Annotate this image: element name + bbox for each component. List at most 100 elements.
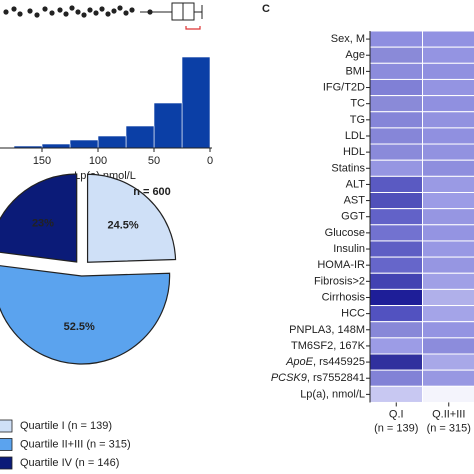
heatmap-cell bbox=[422, 143, 474, 161]
heatmap-cell bbox=[422, 111, 474, 129]
row-label-text: HDL bbox=[343, 146, 365, 158]
row-label-text: LDL bbox=[345, 130, 365, 142]
heatmap-cell bbox=[369, 385, 423, 403]
row-label-text: Fibrosis>2 bbox=[314, 275, 365, 287]
heatmap-cell bbox=[369, 78, 423, 97]
legend-swatch bbox=[0, 438, 13, 451]
x-tick-label: 100 bbox=[89, 155, 107, 167]
heatmap-cell bbox=[369, 353, 423, 371]
row-label-text: Lp(a), nmol/L bbox=[300, 388, 365, 400]
row-label-gene: PCSK9 bbox=[271, 372, 307, 384]
x-tick-label: 150 bbox=[33, 155, 51, 167]
row-label: TM6SF2, 167K bbox=[291, 340, 366, 352]
legend-label: Quartile I (n = 139) bbox=[20, 420, 112, 432]
row-label-text: TC bbox=[350, 98, 365, 110]
heatmap-cell bbox=[369, 192, 423, 210]
legend-swatch bbox=[0, 456, 13, 470]
row-label-text: TM6SF2, 167K bbox=[291, 340, 366, 352]
heatmap-cell bbox=[369, 111, 423, 129]
row-label: HOMA-IR bbox=[317, 259, 365, 271]
pie-slice bbox=[86, 173, 177, 263]
heatmap-cell bbox=[422, 385, 474, 403]
slice-label: 23% bbox=[32, 218, 54, 230]
pie-slice bbox=[0, 265, 171, 365]
heatmap-cell bbox=[422, 353, 474, 371]
panel-label: C bbox=[262, 3, 270, 15]
row-label: Age bbox=[345, 49, 365, 61]
column-subtitle: (n = 139) bbox=[374, 422, 418, 434]
row-label: Cirrhosis bbox=[322, 291, 366, 303]
row-label: Sex, M bbox=[331, 33, 365, 45]
heatmap-cell bbox=[422, 46, 474, 64]
row-label: GGT bbox=[341, 211, 365, 223]
column-subtitle: (n = 315) bbox=[427, 422, 471, 434]
row-label: ApoE, rs445925 bbox=[285, 356, 365, 368]
heatmap-cell bbox=[369, 175, 423, 194]
row-label: IFG/T2D bbox=[323, 81, 365, 93]
heatmap-cell bbox=[369, 224, 423, 242]
heatmap-cell bbox=[422, 256, 474, 274]
row-label-text: Statins bbox=[331, 162, 365, 174]
row-label: HCC bbox=[341, 308, 365, 320]
histogram-bar bbox=[97, 135, 127, 149]
row-label-text: TG bbox=[350, 114, 365, 126]
row-label-text: Sex, M bbox=[331, 33, 365, 45]
heatmap-cell bbox=[369, 143, 423, 161]
pie-title: n = 600 bbox=[133, 186, 171, 198]
histogram-bar bbox=[181, 56, 211, 149]
heatmap-cell bbox=[422, 369, 474, 387]
row-label-text: GGT bbox=[341, 211, 365, 223]
row-label-text: AST bbox=[344, 194, 366, 206]
heatmap-cell bbox=[369, 337, 423, 355]
heatmap-cell bbox=[422, 175, 474, 194]
heatmap-cell bbox=[422, 62, 474, 80]
row-label-text: HOMA-IR bbox=[317, 259, 365, 271]
heatmap-cell bbox=[369, 159, 423, 177]
row-label: BMI bbox=[345, 65, 365, 77]
heatmap-cell bbox=[369, 95, 423, 113]
row-label-text: , rs7552841 bbox=[307, 372, 365, 384]
histogram-bar bbox=[41, 143, 71, 149]
pie-slice bbox=[0, 173, 78, 263]
heatmap-cell bbox=[422, 208, 474, 226]
row-label: TG bbox=[350, 114, 365, 126]
row-label: TC bbox=[350, 98, 365, 110]
row-label: LDL bbox=[345, 130, 365, 142]
row-label-text: Age bbox=[345, 49, 365, 61]
heatmap-cell bbox=[422, 305, 474, 323]
heatmap-cell bbox=[422, 78, 474, 97]
heatmap-cell bbox=[422, 337, 474, 355]
heatmap-cell bbox=[422, 95, 474, 113]
column-label: Q.I bbox=[389, 408, 404, 420]
row-label-gene: ApoE bbox=[285, 356, 314, 368]
heatmap-cell bbox=[422, 240, 474, 258]
heatmap-cell bbox=[422, 30, 474, 48]
row-label: Glucose bbox=[325, 227, 365, 239]
legend-label: Quartile IV (n = 146) bbox=[20, 457, 119, 469]
row-label: Statins bbox=[331, 162, 365, 174]
row-label-text: Cirrhosis bbox=[322, 291, 366, 303]
row-label-text: PNPLA3, 148M bbox=[289, 324, 365, 336]
row-label: PCSK9, rs7552841 bbox=[271, 372, 365, 384]
row-label: HDL bbox=[343, 146, 365, 158]
row-label: ALT bbox=[346, 178, 366, 190]
row-label: Fibrosis>2 bbox=[314, 275, 365, 287]
histogram-bar bbox=[69, 139, 99, 149]
x-tick-label: 50 bbox=[148, 155, 160, 167]
row-label: Insulin bbox=[333, 243, 365, 255]
heatmap-cell bbox=[369, 240, 423, 258]
row-label-text: IFG/T2D bbox=[323, 81, 365, 93]
heatmap-cell bbox=[369, 305, 423, 323]
heatmap-cell bbox=[369, 321, 423, 339]
heatmap-cell bbox=[369, 208, 423, 226]
row-label: PNPLA3, 148M bbox=[289, 324, 365, 336]
box-plot-fragment bbox=[3, 2, 203, 30]
heatmap-cell bbox=[369, 272, 423, 290]
row-label: Lp(a), nmol/L bbox=[300, 388, 365, 400]
heatmap-cell bbox=[422, 159, 474, 177]
row-label-text: Insulin bbox=[333, 243, 365, 255]
heatmap-cell bbox=[422, 192, 474, 210]
heatmap-cell bbox=[422, 288, 474, 307]
row-label-text: Glucose bbox=[325, 227, 365, 239]
